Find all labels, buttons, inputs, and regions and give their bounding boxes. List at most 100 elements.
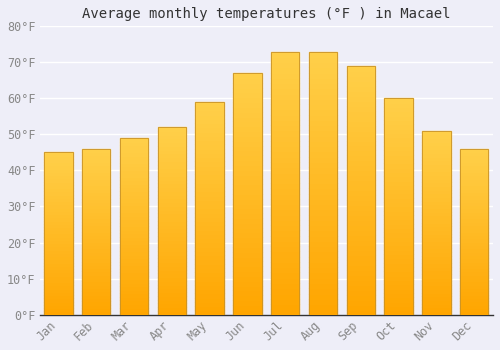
Bar bbox=[384, 302, 413, 306]
Bar bbox=[460, 182, 488, 185]
Bar bbox=[384, 107, 413, 111]
Bar bbox=[44, 295, 72, 298]
Bar bbox=[44, 178, 72, 182]
Bar bbox=[384, 306, 413, 310]
Bar bbox=[271, 262, 300, 267]
Bar bbox=[422, 285, 450, 289]
Bar bbox=[234, 276, 262, 281]
Bar bbox=[309, 241, 337, 246]
Bar bbox=[271, 278, 300, 283]
Bar bbox=[271, 246, 300, 251]
Bar bbox=[82, 218, 110, 222]
Bar bbox=[271, 157, 300, 162]
Bar bbox=[44, 272, 72, 276]
Bar bbox=[271, 173, 300, 178]
Bar bbox=[44, 191, 72, 195]
Bar bbox=[120, 184, 148, 188]
Bar bbox=[271, 51, 300, 315]
Bar bbox=[422, 149, 450, 153]
Bar bbox=[460, 218, 488, 222]
Bar bbox=[384, 263, 413, 267]
Bar bbox=[120, 188, 148, 191]
Bar bbox=[44, 175, 72, 178]
Bar bbox=[346, 131, 375, 135]
Bar bbox=[422, 234, 450, 237]
Bar bbox=[234, 203, 262, 208]
Bar bbox=[196, 302, 224, 306]
Bar bbox=[234, 310, 262, 315]
Bar bbox=[309, 99, 337, 104]
Bar bbox=[271, 236, 300, 241]
Bar bbox=[196, 285, 224, 289]
Bar bbox=[234, 146, 262, 150]
Bar bbox=[82, 275, 110, 278]
Bar bbox=[234, 160, 262, 165]
Bar bbox=[422, 281, 450, 285]
Bar bbox=[234, 73, 262, 315]
Bar bbox=[346, 195, 375, 200]
Bar bbox=[422, 197, 450, 201]
Bar bbox=[82, 285, 110, 288]
Bar bbox=[82, 252, 110, 255]
Bar bbox=[384, 254, 413, 258]
Bar bbox=[309, 136, 337, 141]
Bar bbox=[120, 180, 148, 184]
Bar bbox=[234, 305, 262, 310]
Bar bbox=[384, 98, 413, 315]
Bar bbox=[346, 166, 375, 170]
Bar bbox=[346, 230, 375, 235]
Bar bbox=[44, 237, 72, 240]
Bar bbox=[234, 179, 262, 184]
Bar bbox=[158, 270, 186, 273]
Bar bbox=[271, 267, 300, 273]
Bar bbox=[158, 142, 186, 146]
Bar bbox=[44, 246, 72, 250]
Bar bbox=[384, 280, 413, 284]
Bar bbox=[271, 220, 300, 225]
Bar bbox=[309, 251, 337, 257]
Bar bbox=[158, 131, 186, 135]
Bar bbox=[120, 261, 148, 265]
Bar bbox=[384, 163, 413, 168]
Bar bbox=[234, 271, 262, 276]
Bar bbox=[196, 187, 224, 191]
Bar bbox=[460, 229, 488, 232]
Bar bbox=[346, 91, 375, 96]
Bar bbox=[120, 138, 148, 141]
Bar bbox=[158, 288, 186, 292]
Bar bbox=[158, 240, 186, 243]
Bar bbox=[460, 241, 488, 245]
Bar bbox=[422, 248, 450, 252]
Bar bbox=[82, 149, 110, 152]
Bar bbox=[44, 159, 72, 162]
Bar bbox=[384, 245, 413, 250]
Bar bbox=[44, 233, 72, 237]
Bar bbox=[158, 135, 186, 139]
Bar bbox=[120, 166, 148, 170]
Bar bbox=[44, 253, 72, 256]
Title: Average monthly temperatures (°F ) in Macael: Average monthly temperatures (°F ) in Ma… bbox=[82, 7, 450, 21]
Bar bbox=[309, 294, 337, 299]
Bar bbox=[309, 157, 337, 162]
Bar bbox=[120, 223, 148, 226]
Bar bbox=[460, 238, 488, 242]
Bar bbox=[196, 264, 224, 268]
Bar bbox=[309, 152, 337, 157]
Bar bbox=[422, 223, 450, 226]
Bar bbox=[460, 295, 488, 298]
Bar bbox=[309, 183, 337, 188]
Bar bbox=[234, 213, 262, 218]
Bar bbox=[271, 99, 300, 104]
Bar bbox=[460, 169, 488, 172]
Bar bbox=[460, 178, 488, 182]
Bar bbox=[460, 268, 488, 272]
Bar bbox=[196, 272, 224, 276]
Bar bbox=[120, 195, 148, 198]
Bar bbox=[120, 159, 148, 163]
Bar bbox=[271, 194, 300, 199]
Bar bbox=[309, 215, 337, 220]
Bar bbox=[271, 110, 300, 115]
Bar bbox=[196, 204, 224, 208]
Bar bbox=[82, 261, 110, 265]
Bar bbox=[346, 295, 375, 300]
